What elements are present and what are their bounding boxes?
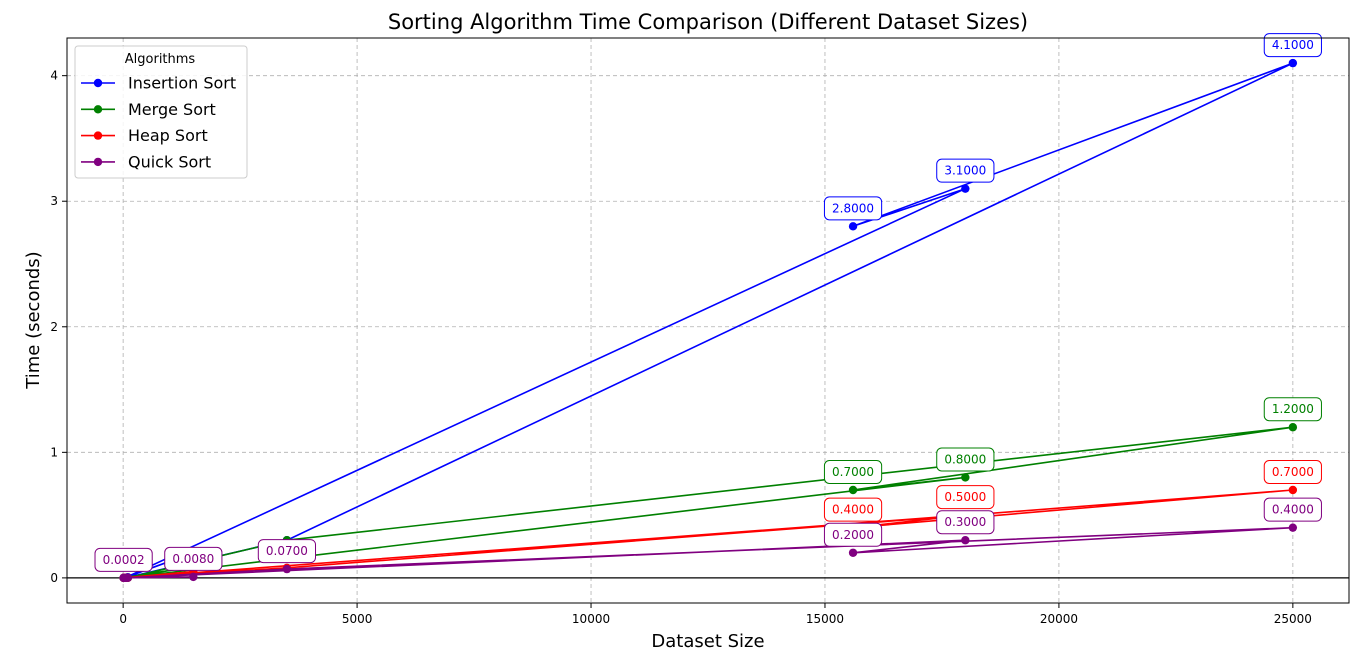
x-axis-label: Dataset Size [651,631,764,652]
quick-sort-annotation-label: 0.0700 [266,544,308,558]
legend-merge-sort-label: Merge Sort [128,100,216,119]
quick-sort-annotation-label: 0.0080 [172,552,214,566]
quick-sort-point [961,536,970,545]
merge-sort-point [961,473,970,482]
y-tick-label: 4 [50,69,58,83]
heap-sort-annotation-box [823,497,883,522]
insertion-sort-annotation-box [1263,33,1322,58]
legend-quick-sort-marker [93,157,103,167]
heap-sort-annotation-box [936,485,995,510]
legend-quick-sort-label: Quick Sort [128,152,211,171]
merge-sort-annotation-label: 0.7000 [832,465,874,479]
quick-sort-point [1288,523,1298,532]
quick-sort-annotation-label: 0.4000 [1272,503,1314,517]
merge-sort-point [1288,423,1298,432]
heap-sort-annotation-label: 0.7000 [1272,465,1314,479]
insertion-sort-annotation-label: 4.1000 [1272,38,1314,52]
grid [67,38,1349,603]
insertion-sort-annotation-label: 2.8000 [832,201,874,215]
legend-box [74,45,248,179]
legend-insertion-sort-marker [93,78,103,88]
insertion-sort-point [1288,58,1298,68]
insertion-sort-annotation-label: 3.1000 [944,164,986,178]
heap-sort-annotation-box [1263,460,1322,484]
merge-sort-annotation-box [823,460,883,484]
quick-sort-annotation-box [257,539,317,564]
quick-sort-point [189,572,198,582]
legend-heap-sort-label: Heap Sort [128,126,208,145]
quick-sort-annotation-box [94,547,153,572]
merge-sort-annotation-box [936,447,995,472]
chart-title: Sorting Algorithm Time Comparison (Diffe… [388,10,1028,34]
x-tick-label: 10000 [572,612,610,626]
heap-sort-line [123,489,1293,579]
x-tick-label: 15000 [806,612,844,626]
x-tick-label: 25000 [1274,612,1312,626]
quick-sort-annotation-label: 0.3000 [944,515,986,529]
y-tick-label: 1 [50,445,58,459]
insertion-sort-annotation-box [823,196,883,221]
data-annotations: 4.1000 2.8000 3.1000 1.2000 0.7000 0.8000 0.70… [94,33,1322,572]
insertion-sort-point [848,222,858,231]
x-tick-label: 20000 [1040,612,1078,626]
quick-sort-point [282,564,292,574]
legend-title: Algorithms [125,52,196,67]
quick-sort-annotation-label: 0.0002 [103,553,145,567]
insertion-sort-point [961,184,970,193]
merge-sort-point [848,485,858,495]
y-tick-label: 0 [50,571,58,585]
axis-ticks: 0 5000 10000 15000 20000 25000 0 1 2 3 4 [50,69,1312,626]
plot-frame [66,37,1350,604]
insertion-sort-annotation-box [936,158,995,183]
y-tick-label: 2 [50,320,58,334]
heap-sort-point [1288,485,1298,495]
quick-sort-annotation-box [164,546,223,571]
quick-sort-line [123,526,1293,579]
quick-sort-annotation-box [936,510,995,535]
y-tick-label: 3 [50,194,58,208]
quick-sort-annotation-box [1263,497,1322,522]
quick-sort-annotation-box [823,522,883,547]
merge-sort-annotation-label: 1.2000 [1272,402,1314,416]
x-tick-label: 5000 [342,612,373,626]
legend-heap-sort-marker [93,131,103,140]
legend: Algorithms Insertion Sort Merge Sort Heap … [74,45,248,179]
quick-sort-point [119,573,128,583]
merge-sort-annotation-label: 0.8000 [944,452,986,466]
x-tick-label: 0 [119,612,127,626]
quick-sort-annotation-label: 0.2000 [832,528,874,542]
merge-sort-annotation-box [1263,397,1322,422]
legend-insertion-sort-label: Insertion Sort [128,74,236,93]
quick-sort-point [848,548,858,557]
y-axis-label: Time (seconds) [23,251,44,389]
heap-sort-annotation-label: 0.4000 [832,503,874,517]
legend-merge-sort-marker [93,105,103,114]
heap-sort-annotation-label: 0.5000 [944,490,986,504]
